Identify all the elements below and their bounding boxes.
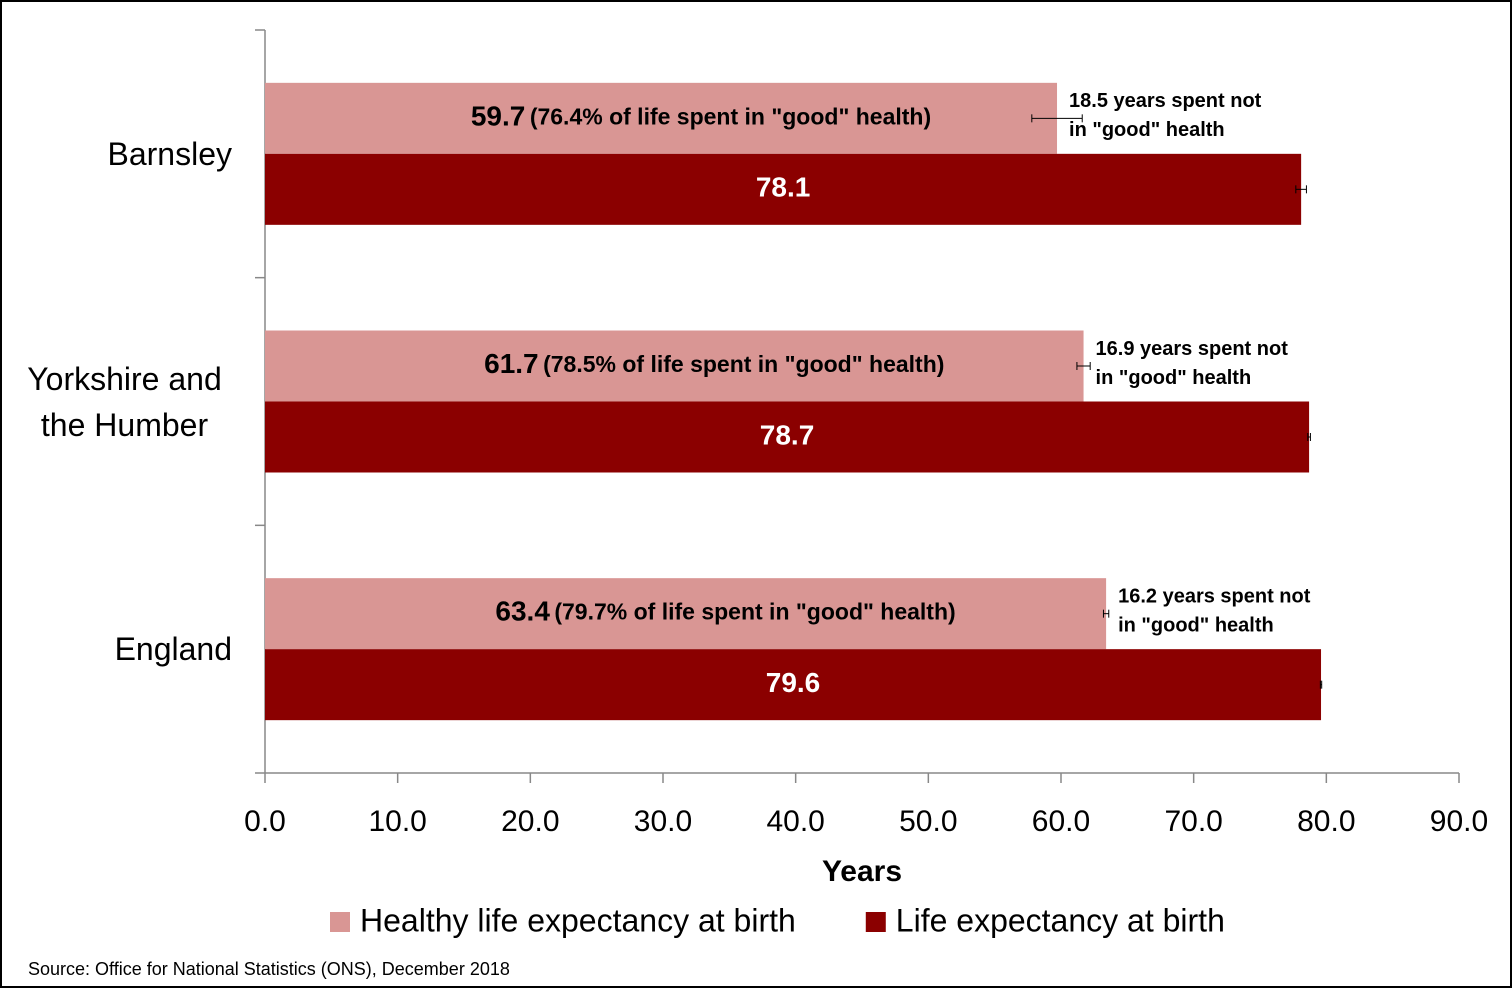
data-label: 61.7 (78.5% of life spent in "good" heal…	[484, 348, 944, 379]
error-bar	[1031, 114, 1083, 123]
x-tick-label: 0.0	[244, 805, 286, 838]
x-tick-label: 60.0	[1032, 805, 1090, 838]
gap-label: 16.2 years spent not	[1118, 585, 1311, 607]
legend-label: Healthy life expectancy at birth	[360, 902, 796, 938]
legend-label: Life expectancy at birth	[896, 902, 1225, 938]
x-tick-label: 50.0	[899, 805, 957, 838]
gap-label: in "good" health	[1118, 614, 1274, 636]
legend-swatch	[865, 912, 886, 932]
error-bar	[1307, 433, 1311, 441]
y-tick-label: Yorkshire and the Humber	[27, 360, 222, 443]
error-bar	[1102, 609, 1110, 618]
bar	[265, 401, 1310, 473]
gap-label: in "good" health	[1096, 367, 1252, 389]
value-label: 59.7	[471, 101, 526, 132]
x-tick-label: 10.0	[368, 805, 426, 838]
data-label: 63.4 (79.7% of life spent in "good" heal…	[495, 596, 955, 627]
x-tick-label: 80.0	[1297, 805, 1355, 838]
x-axis-label: Years	[822, 855, 902, 888]
gap-label: in "good" health	[1069, 119, 1225, 141]
share-label: (78.5% of life spent in "good" health)	[543, 351, 944, 377]
bar	[265, 578, 1107, 650]
x-tick-label: 20.0	[501, 805, 559, 838]
gap-label: 16.9 years spent not	[1096, 338, 1289, 360]
data-label: 59.7 (76.4% of life spent in "good" heal…	[471, 101, 931, 132]
legend-swatch	[330, 912, 350, 932]
error-bar	[1319, 680, 1323, 689]
share-label: (79.7% of life spent in "good" health)	[554, 599, 955, 625]
error-bar	[1076, 362, 1091, 370]
value-label: 78.1	[756, 172, 811, 203]
value-label: 78.7	[760, 419, 815, 450]
bar	[265, 82, 1058, 154]
gap-label: 18.5 years spent not	[1069, 90, 1262, 112]
value-label: 63.4	[495, 596, 550, 627]
bar	[265, 330, 1084, 402]
value-label: 79.6	[766, 667, 821, 698]
source: Source: Office for National Statistics (…	[28, 959, 510, 979]
x-tick-label: 70.0	[1164, 805, 1222, 838]
error-bar	[1295, 185, 1307, 194]
value-label: 61.7	[484, 348, 539, 379]
x-tick-label: 30.0	[634, 805, 692, 838]
bar	[265, 649, 1322, 721]
bar	[265, 153, 1302, 225]
share-label: (76.4% of life spent in "good" health)	[530, 103, 931, 129]
x-tick-label: 40.0	[766, 805, 824, 838]
y-tick-label: Barnsley	[107, 135, 233, 172]
x-tick-label: 90.0	[1430, 805, 1488, 838]
y-tick-label: England	[114, 631, 232, 668]
